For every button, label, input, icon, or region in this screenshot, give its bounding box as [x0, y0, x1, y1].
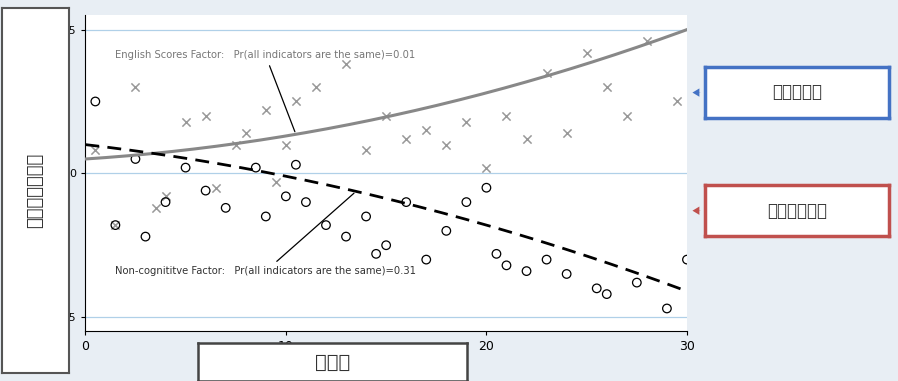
Point	[309, 84, 323, 90]
Point	[198, 187, 213, 194]
Point	[179, 118, 193, 125]
Point	[519, 136, 533, 142]
Point	[249, 165, 263, 171]
Point	[499, 113, 514, 119]
Point	[148, 205, 163, 211]
Point	[579, 50, 594, 56]
Point	[680, 256, 694, 263]
Point	[128, 156, 143, 162]
Point	[269, 179, 283, 185]
Text: 教師歴: 教師歴	[314, 352, 350, 371]
Text: 英語の成績: 英語の成績	[772, 83, 822, 101]
Point	[459, 199, 473, 205]
Point	[218, 205, 233, 211]
Point	[179, 165, 193, 171]
Point	[259, 213, 273, 219]
Point	[158, 199, 172, 205]
Point	[278, 142, 293, 148]
Point	[278, 193, 293, 199]
Point	[439, 142, 453, 148]
Point	[480, 185, 494, 191]
Point	[208, 185, 223, 191]
Point	[439, 228, 453, 234]
Point	[559, 130, 574, 136]
Point	[620, 113, 634, 119]
Point	[128, 84, 143, 90]
Point	[489, 251, 504, 257]
Point	[339, 234, 353, 240]
Point	[138, 234, 153, 240]
Point	[88, 147, 102, 154]
Point	[399, 199, 413, 205]
Point	[480, 165, 494, 171]
Text: English Scores Factor:   Pr(all indicators are the same)=0.01: English Scores Factor: Pr(all indicators…	[115, 50, 416, 132]
Text: 教師による効果: 教師による効果	[26, 153, 45, 228]
Point	[108, 222, 122, 228]
Point	[359, 213, 374, 219]
Point	[639, 38, 654, 44]
Point	[289, 162, 304, 168]
Point	[399, 136, 413, 142]
Point	[600, 84, 614, 90]
Point	[519, 268, 533, 274]
Point	[499, 262, 514, 268]
Point	[289, 98, 304, 104]
Point	[419, 127, 434, 133]
Point	[629, 280, 644, 286]
Point	[459, 118, 473, 125]
Point	[359, 147, 374, 154]
Point	[158, 193, 172, 199]
Point	[660, 306, 674, 312]
Point	[319, 222, 333, 228]
Point	[419, 256, 434, 263]
Point	[670, 98, 684, 104]
Point	[559, 271, 574, 277]
Point	[369, 251, 383, 257]
Point	[108, 222, 122, 228]
Point	[600, 291, 614, 297]
Text: Non-cognititve Factor:   Pr(all indicators are the same)=0.31: Non-cognititve Factor: Pr(all indicators…	[115, 193, 417, 276]
Point	[239, 130, 253, 136]
Point	[198, 113, 213, 119]
Point	[88, 98, 102, 104]
Point	[299, 199, 313, 205]
Point	[228, 142, 242, 148]
Point	[540, 70, 554, 76]
Point	[379, 113, 393, 119]
Point	[590, 285, 604, 291]
Point	[339, 61, 353, 67]
Text: 非認知的能力: 非認知的能力	[767, 202, 827, 219]
Point	[540, 256, 554, 263]
Point	[259, 107, 273, 113]
Point	[379, 242, 393, 248]
